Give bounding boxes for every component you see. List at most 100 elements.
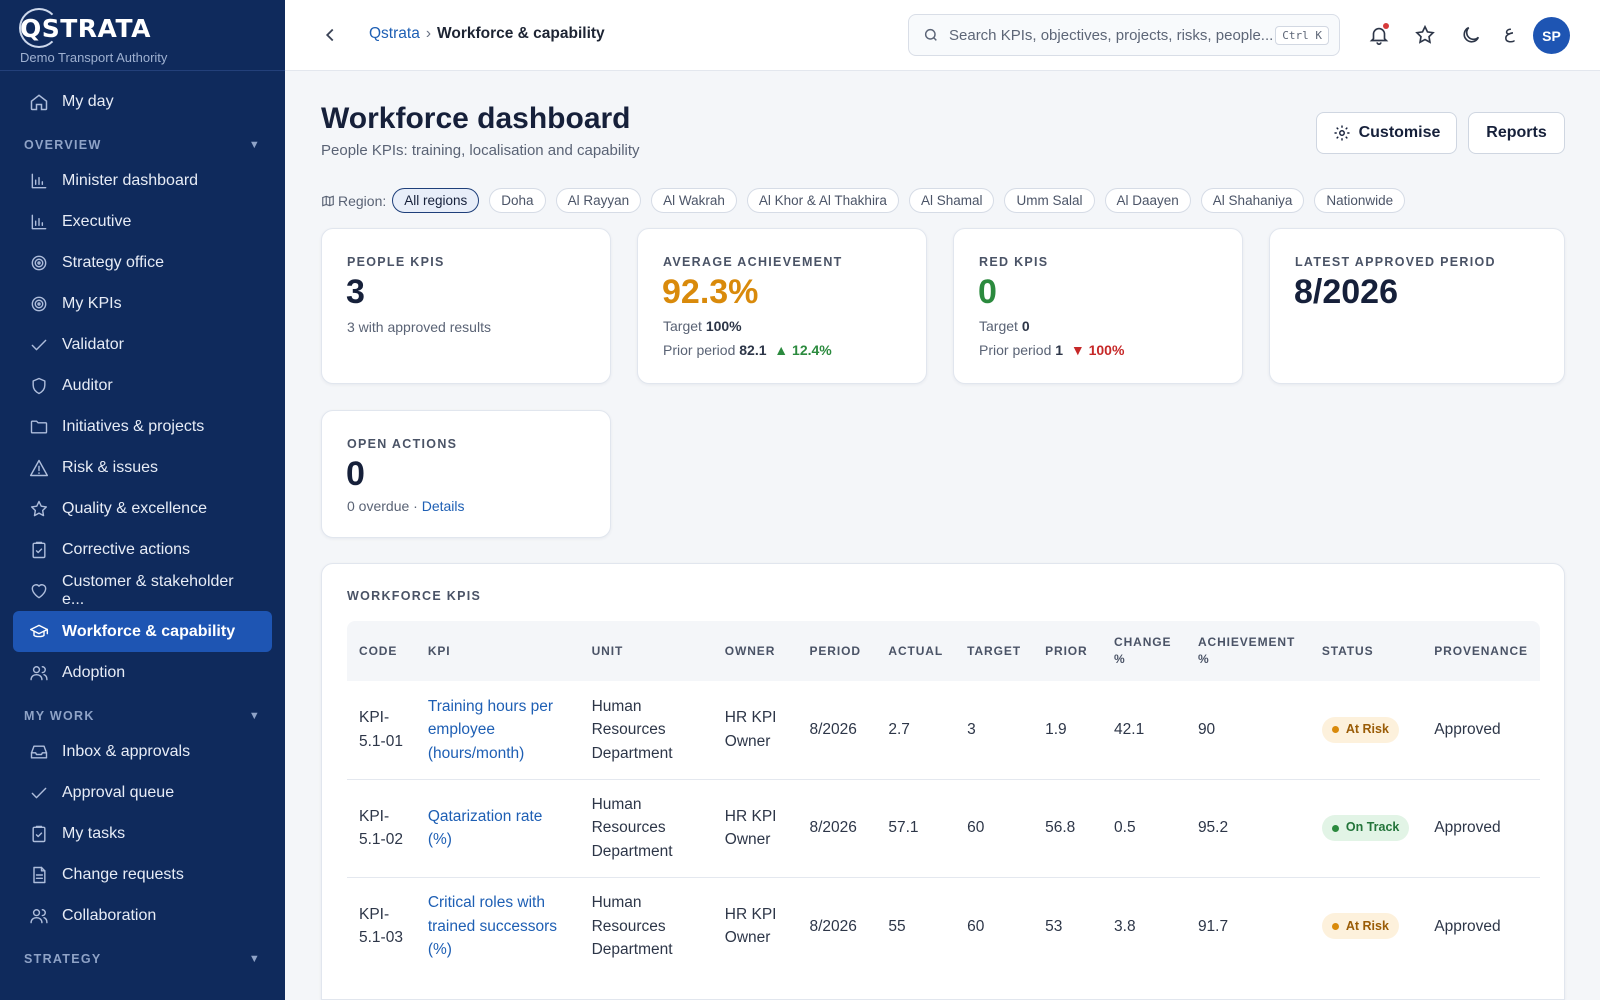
table-header-row: CODE KPI UNIT OWNER PERIOD ACTUAL TARGET PRIOR C… bbox=[347, 621, 1540, 681]
caret-down-icon: ▼ bbox=[248, 710, 261, 722]
global-search[interactable]: Ctrl K bbox=[908, 14, 1340, 56]
status-badge: At Risk bbox=[1321, 913, 1399, 940]
prior-label: Prior period bbox=[979, 342, 1052, 358]
sidebar-item-inbox-approvals[interactable]: Inbox & approvals bbox=[13, 731, 272, 772]
sidebar-item-validator[interactable]: Validator bbox=[13, 324, 272, 365]
region-chip[interactable]: All regions bbox=[392, 188, 480, 213]
region-chip[interactable]: Umm Salal bbox=[1004, 188, 1095, 213]
column-header[interactable]: KPI bbox=[427, 643, 451, 658]
inbox-icon bbox=[29, 742, 49, 762]
region-chip[interactable]: Doha bbox=[489, 188, 546, 213]
map-icon bbox=[321, 194, 335, 208]
top-bar: Qstrata›Workforce & capability Ctrl K ع … bbox=[285, 0, 1600, 71]
card-value: 3 bbox=[346, 273, 365, 311]
users-icon bbox=[29, 663, 49, 683]
sidebar-section-header[interactable]: STRATEGY ▼ bbox=[0, 944, 285, 974]
cell-period: 8/2026 bbox=[797, 779, 877, 878]
user-avatar[interactable]: SP bbox=[1533, 17, 1570, 54]
sidebar-section-header[interactable]: OVERVIEW ▼ bbox=[0, 130, 285, 160]
sidebar-item-my-kpis[interactable]: My KPIs bbox=[13, 283, 272, 324]
sidebar-item-label: My tasks bbox=[62, 824, 126, 842]
column-header[interactable]: CODE bbox=[359, 643, 398, 658]
bell-icon[interactable] bbox=[1368, 23, 1390, 46]
section-title: STRATEGY bbox=[24, 952, 102, 966]
sidebar-item-workforce-capability[interactable]: Workforce & capability bbox=[13, 611, 272, 652]
caret-down-icon: ▼ bbox=[248, 953, 261, 965]
column-header[interactable]: PROVENANCE bbox=[1434, 643, 1528, 658]
target-value: 100% bbox=[705, 318, 742, 334]
column-header[interactable]: ACTUAL bbox=[888, 643, 944, 658]
region-chip[interactable]: Al Wakrah bbox=[651, 188, 737, 213]
sidebar-item-strategy-office[interactable]: Strategy office bbox=[13, 242, 272, 283]
column-header[interactable]: OWNER bbox=[724, 643, 776, 658]
region-filter: Region: All regions Doha Al Rayyan Al Wakra… bbox=[321, 188, 1415, 213]
sidebar-item-change-requests[interactable]: Change requests bbox=[13, 854, 272, 895]
moon-icon[interactable] bbox=[1460, 24, 1482, 46]
sidebar-item-customer-stakeholder-e[interactable]: Customer & stakeholder e... bbox=[13, 570, 272, 611]
column-header[interactable]: CHANGE % bbox=[1114, 635, 1172, 666]
language-toggle[interactable]: ع bbox=[1504, 22, 1515, 43]
table-row[interactable]: KPI-5.1-01 Training hours per employee (h… bbox=[347, 681, 1540, 780]
card-average-achievement: AVERAGE ACHIEVEMENT 92.3% Target 100% Pr… bbox=[637, 228, 927, 384]
column-header[interactable]: STATUS bbox=[1321, 643, 1374, 658]
region-chip[interactable]: Nationwide bbox=[1314, 188, 1406, 213]
sidebar-item-label: Approval queue bbox=[62, 783, 175, 801]
back-chevron-icon[interactable] bbox=[319, 24, 341, 46]
column-header[interactable]: PERIOD bbox=[809, 643, 861, 658]
sidebar-item-minister-dashboard[interactable]: Minister dashboard bbox=[13, 160, 272, 201]
region-chip[interactable]: Al Shahaniya bbox=[1200, 188, 1305, 213]
sidebar-item-label: Strategy office bbox=[62, 253, 164, 271]
sidebar-section-header[interactable]: MY WORK ▼ bbox=[0, 701, 285, 731]
target-icon bbox=[29, 253, 49, 273]
sidebar-item-my-tasks[interactable]: My tasks bbox=[13, 813, 272, 854]
cell-owner: HR KPI Owner bbox=[724, 905, 777, 947]
card-note: 3 with approved results bbox=[347, 319, 491, 335]
column-header[interactable]: ACHIEVEMENT % bbox=[1197, 635, 1296, 666]
column-header[interactable]: PRIOR bbox=[1045, 643, 1088, 658]
kpi-link[interactable]: Training hours per employee (hours/month… bbox=[415, 681, 580, 780]
table-row[interactable]: KPI-5.1-02 Qatarization rate (%) Human Res… bbox=[347, 779, 1540, 878]
column-header[interactable]: TARGET bbox=[967, 643, 1021, 658]
cell-owner: HR KPI Owner bbox=[712, 779, 798, 878]
customise-button[interactable]: Customise bbox=[1316, 112, 1457, 154]
sidebar-item-label: Auditor bbox=[62, 376, 113, 394]
sidebar-item-collaboration[interactable]: Collaboration bbox=[13, 895, 272, 936]
sidebar-item-risk-issues[interactable]: Risk & issues bbox=[13, 447, 272, 488]
cell-change: 3.8 bbox=[1114, 917, 1136, 935]
region-chip[interactable]: Al Daayen bbox=[1104, 188, 1191, 213]
sidebar-item-approval-queue[interactable]: Approval queue bbox=[13, 772, 272, 813]
region-chip[interactable]: Al Khor & Al Thakhira bbox=[746, 188, 899, 213]
sidebar-item-corrective-actions[interactable]: Corrective actions bbox=[13, 529, 272, 570]
prior-value: 82.1 bbox=[739, 342, 767, 358]
region-chip[interactable]: Al Rayyan bbox=[555, 188, 642, 213]
sidebar-item-executive[interactable]: Executive bbox=[13, 201, 272, 242]
check-icon bbox=[29, 335, 49, 355]
prior-value: 1 bbox=[1055, 342, 1064, 358]
star-icon[interactable] bbox=[1414, 24, 1436, 46]
card-label: AVERAGE ACHIEVEMENT bbox=[663, 255, 843, 269]
region-chip[interactable]: Al Shamal bbox=[908, 188, 995, 213]
sidebar-item-label: Adoption bbox=[62, 663, 126, 681]
sidebar-item-quality-excellence[interactable]: Quality & excellence bbox=[13, 488, 272, 529]
breadcrumb-root-link[interactable]: Qstrata bbox=[369, 25, 420, 42]
sidebar-item-auditor[interactable]: Auditor bbox=[13, 365, 272, 406]
sidebar-item-adoption[interactable]: Adoption bbox=[13, 652, 272, 693]
region-chips: All regions Doha Al Rayyan Al Wakrah Al Khor… bbox=[392, 188, 1415, 213]
column-header[interactable]: UNIT bbox=[591, 643, 624, 658]
cell-prior: 1.9 bbox=[1033, 681, 1103, 780]
details-link[interactable]: Details bbox=[421, 498, 465, 514]
table-row[interactable]: KPI-5.1-03 Critical roles with trained su… bbox=[347, 877, 1540, 975]
app-logo[interactable]: QSTRATA bbox=[19, 8, 265, 48]
sidebar-item-my-day[interactable]: My day bbox=[13, 81, 272, 122]
sidebar-item-label: Customer & stakeholder e... bbox=[62, 572, 234, 608]
sidebar-item-initiatives-projects[interactable]: Initiatives & projects bbox=[13, 406, 272, 447]
kpi-link[interactable]: Critical roles with trained successors (… bbox=[427, 894, 558, 958]
search-input[interactable] bbox=[949, 26, 1276, 44]
sidebar-nav: My day OVERVIEW ▼ Minister dashboard Execut… bbox=[0, 71, 285, 974]
kpi-link[interactable]: Qatarization rate (%) bbox=[415, 779, 580, 878]
cell-provenance: Approved bbox=[1422, 779, 1540, 878]
sidebar-item-label: Minister dashboard bbox=[62, 171, 199, 189]
reports-button[interactable]: Reports bbox=[1468, 112, 1565, 154]
caret-down-icon: ▼ bbox=[248, 139, 261, 151]
org-name: Demo Transport Authority bbox=[20, 50, 168, 65]
